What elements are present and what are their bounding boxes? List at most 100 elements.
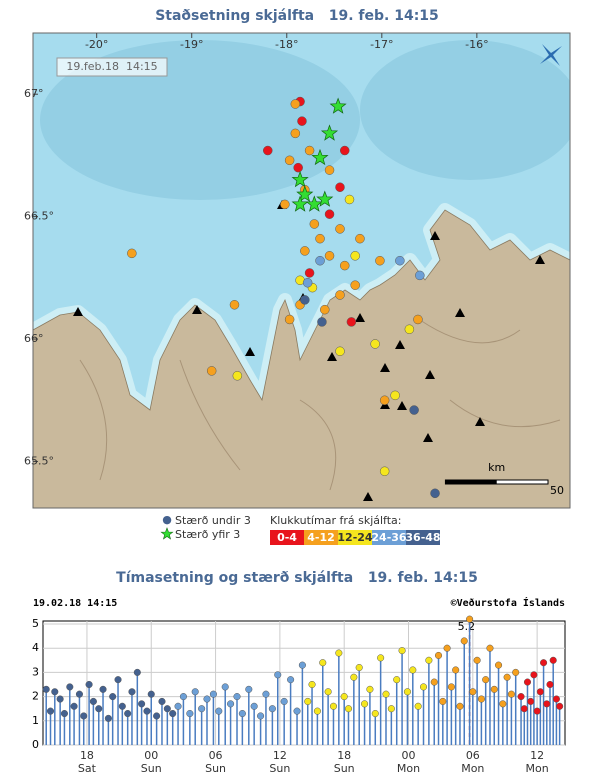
event [287, 676, 295, 684]
event [414, 702, 422, 710]
event [503, 673, 511, 681]
quake-large [320, 124, 339, 141]
event [447, 683, 455, 691]
event [158, 697, 166, 705]
x-tick-label: -19° [180, 38, 203, 51]
quake [339, 145, 350, 156]
quake [293, 162, 303, 173]
x-tick-label: 00 [402, 749, 416, 762]
quake [317, 317, 327, 327]
quake [290, 128, 301, 139]
event [382, 690, 390, 698]
x-tick-label: -16° [465, 38, 488, 51]
event [104, 714, 112, 722]
compass-icon[interactable] [540, 44, 562, 66]
x-tick-label: 12 [273, 749, 287, 762]
event [313, 707, 321, 715]
map-points [127, 96, 440, 499]
event [507, 690, 515, 698]
event [114, 676, 122, 684]
legend-swatch [304, 530, 338, 545]
event [215, 707, 223, 715]
quake [300, 295, 310, 305]
legend-swatch [270, 530, 304, 545]
event [191, 688, 199, 696]
copyright: ©Veðurstofa Íslands [451, 596, 565, 609]
y-tick-label: 2 [32, 690, 39, 703]
event [540, 659, 548, 667]
event [439, 697, 447, 705]
event [268, 705, 276, 713]
quake-large [329, 97, 347, 114]
event [227, 700, 235, 708]
legend-label: 24-36 [371, 531, 407, 544]
x-tick-label: 06 [466, 749, 480, 762]
quake [284, 314, 295, 325]
event [118, 702, 126, 710]
timestamp-box [56, 57, 168, 77]
event [128, 688, 136, 696]
event [536, 688, 544, 696]
event [238, 709, 246, 718]
quake-large [316, 190, 334, 207]
event [517, 693, 525, 701]
quake [324, 209, 335, 219]
scale-value: 50 [550, 484, 564, 497]
event [329, 702, 338, 710]
event [46, 707, 55, 715]
event [456, 702, 464, 710]
legend-label: 4-12 [307, 531, 335, 544]
timeline-title: Tímasetning og stærð skjálfta 19. feb. 1… [116, 570, 478, 586]
x-tick-label: 18 [80, 749, 94, 762]
event [549, 656, 557, 664]
event [473, 656, 481, 664]
event [80, 712, 88, 720]
event [124, 709, 132, 718]
event [56, 695, 64, 703]
quake [390, 390, 400, 401]
plot-area [42, 620, 566, 746]
event [340, 693, 348, 701]
x-tick-day: Sun [205, 762, 226, 775]
x-tick-label: 00 [144, 749, 158, 762]
event [377, 654, 385, 662]
legend-dot: ● [162, 513, 172, 526]
x-tick-label: 18 [337, 749, 351, 762]
y-tick-label: 67° [24, 87, 44, 100]
quake-large [296, 185, 314, 202]
event [262, 690, 270, 698]
map-frame [32, 32, 571, 509]
event [533, 707, 541, 715]
event [520, 705, 528, 713]
event [293, 707, 301, 715]
x-tick-label: 12 [530, 749, 544, 762]
event [499, 700, 507, 708]
quake [232, 371, 243, 381]
event [147, 690, 155, 698]
quake [263, 145, 273, 156]
event [133, 668, 141, 676]
y-tick-label: 3 [32, 665, 39, 678]
quake-large [291, 195, 309, 212]
quake [315, 255, 325, 266]
event [51, 688, 59, 696]
x-tick-day: Sun [269, 762, 290, 775]
quake [304, 145, 315, 156]
quake [355, 233, 365, 244]
quake-large [305, 195, 323, 212]
event [366, 685, 374, 693]
event [109, 693, 117, 701]
quake [375, 255, 385, 266]
quake [379, 466, 390, 477]
quake [127, 248, 137, 259]
legend-swatch [338, 530, 372, 545]
quake [395, 255, 405, 266]
event [99, 685, 107, 693]
quake [284, 155, 295, 166]
x-tick-day: Sat [78, 762, 97, 775]
event [443, 644, 451, 652]
event [95, 705, 103, 713]
quake [280, 199, 290, 210]
quake [335, 224, 345, 234]
